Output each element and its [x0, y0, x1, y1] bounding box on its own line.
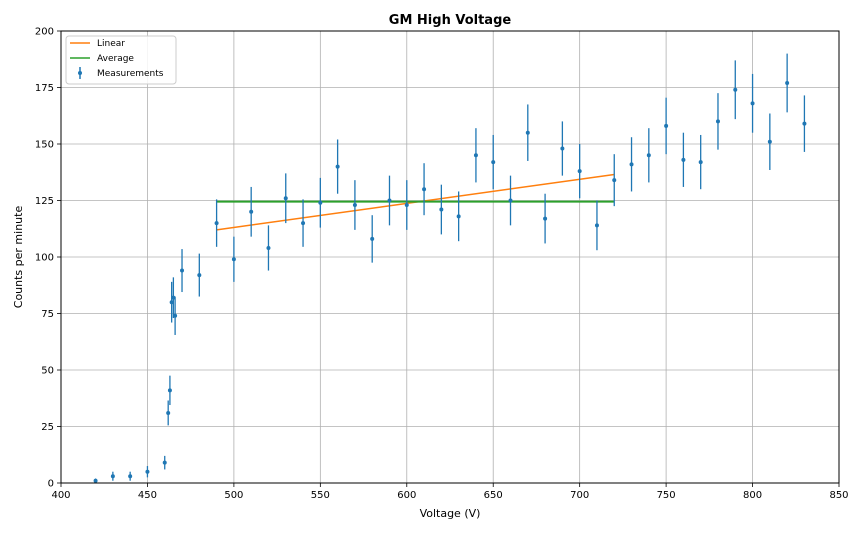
measurement-point	[231, 257, 236, 262]
x-tick-label: 400	[51, 490, 70, 501]
legend-linear-label: Linear	[97, 39, 125, 49]
measurement-point	[594, 223, 599, 228]
y-tick-label: 200	[35, 27, 54, 38]
measurement-point	[171, 295, 176, 300]
x-tick-label: 450	[138, 490, 157, 501]
measurement-point	[508, 198, 513, 203]
measurement-point	[629, 162, 634, 167]
x-tick-label: 600	[397, 490, 416, 501]
measurement-point	[318, 200, 323, 205]
measurement-point	[249, 209, 254, 214]
y-tick-label: 50	[41, 366, 54, 377]
measurement-point	[335, 164, 340, 169]
measurement-point	[93, 478, 98, 483]
chart-title: GM High Voltage	[389, 13, 512, 28]
measurement-point	[370, 236, 375, 241]
measurement-point	[145, 469, 150, 474]
legend-measurements-marker	[78, 71, 82, 75]
measurement-point	[167, 388, 172, 393]
measurement-point	[110, 474, 115, 479]
x-tick-label: 650	[484, 490, 503, 501]
y-axis-label: Counts per minute	[12, 206, 25, 309]
measurement-point	[681, 157, 686, 162]
y-tick-label: 25	[41, 422, 54, 433]
measurement-point	[422, 187, 427, 192]
legend-measurements-label: Measurements	[97, 69, 164, 79]
measurement-point	[214, 221, 219, 226]
measurement-point	[197, 273, 202, 278]
measurement-point	[162, 460, 167, 465]
measurement-point	[767, 139, 772, 144]
x-axis-label: Voltage (V)	[420, 507, 481, 520]
measurement-point	[491, 160, 496, 165]
measurement-point	[169, 300, 174, 305]
legend-box	[65, 35, 177, 85]
plot-series	[93, 53, 807, 483]
measurement-point	[128, 474, 133, 479]
measurement-point	[612, 178, 617, 183]
measurement-point	[266, 245, 271, 250]
measurement-point	[525, 130, 530, 135]
measurement-point	[473, 153, 478, 158]
x-tick-label: 700	[570, 490, 589, 501]
measurement-point	[166, 410, 171, 415]
x-tick-label: 550	[311, 490, 330, 501]
measurement-point	[785, 80, 790, 85]
y-tick-label: 175	[35, 83, 54, 94]
grid	[60, 30, 840, 484]
measurement-point	[733, 87, 738, 92]
y-tick-label: 100	[35, 253, 54, 264]
measurement-point	[283, 196, 288, 201]
y-tick-label: 150	[35, 140, 54, 151]
measurement-point	[456, 214, 461, 219]
measurement-point	[404, 203, 409, 208]
measurement-point	[387, 198, 392, 203]
y-tick-label: 75	[41, 309, 54, 320]
measurement-point	[180, 268, 185, 273]
measurement-point	[439, 207, 444, 212]
x-tick-label: 800	[743, 490, 762, 501]
measurement-point	[301, 221, 306, 226]
measurement-point	[577, 169, 582, 174]
measurement-point	[664, 123, 669, 128]
measurement-point	[352, 203, 357, 208]
measurement-point	[173, 313, 178, 318]
legend: Linear Average Measurements	[65, 35, 177, 85]
x-tick-label: 750	[657, 490, 676, 501]
measurement-point	[750, 101, 755, 106]
measurement-point	[560, 146, 565, 151]
y-tick-label: 0	[48, 479, 54, 490]
y-tick-label: 125	[35, 196, 54, 207]
axis-ticks: 400 450 500 550 600 650 700 750 800 850 0 25 50 75 100…	[35, 27, 849, 502]
measurement-point	[698, 160, 703, 165]
measurement-point	[715, 119, 720, 124]
measurement-point	[646, 153, 651, 158]
x-tick-label: 500	[224, 490, 243, 501]
x-tick-label: 850	[829, 490, 848, 501]
measurement-point	[543, 216, 548, 221]
measurement-point	[802, 121, 807, 126]
legend-average-label: Average	[97, 54, 134, 64]
